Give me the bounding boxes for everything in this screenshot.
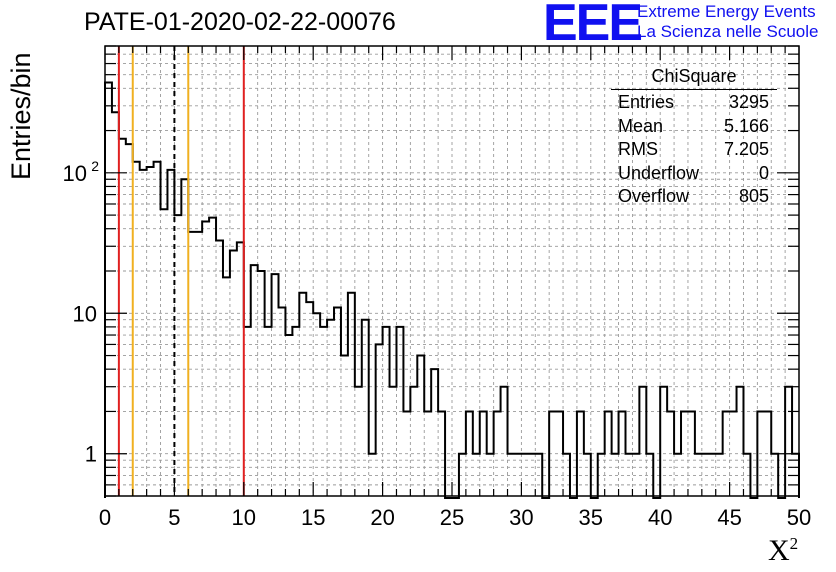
x-axis-label: X2 — [768, 534, 798, 568]
stats-value: 3295 — [728, 92, 769, 112]
stats-box: ChiSquare Entries 3295 Mean 5.166 RMS 7.205 Un… — [611, 66, 777, 210]
stats-label: Underflow — [618, 162, 700, 183]
x-tick-label: 35 — [579, 505, 603, 530]
stats-row-underflow: Underflow 0 — [611, 163, 777, 187]
stats-label: Entries — [618, 92, 675, 112]
x-tick-label: 50 — [787, 505, 811, 530]
stats-label: Overflow — [618, 186, 690, 206]
x-tick-label: 20 — [370, 505, 394, 530]
histogram-outline — [104, 81, 800, 499]
y-axis-label: Entries/bin — [6, 52, 36, 180]
x-tick-label: 15 — [301, 505, 325, 530]
stats-value: 805 — [738, 186, 769, 206]
eee-logo: EEE — [543, 0, 643, 52]
stats-value: 5.166 — [723, 115, 769, 136]
x-tick-label: 0 — [99, 505, 111, 530]
stats-label: RMS — [618, 139, 658, 159]
histogram-layer — [104, 81, 800, 499]
x-axis-label-sup: 2 — [789, 534, 799, 553]
stats-value: 0 — [758, 162, 769, 183]
stats-row-rms: RMS 7.205 — [611, 139, 777, 163]
stats-row-entries: Entries 3295 — [611, 92, 777, 116]
stats-rows: Entries 3295 Mean 5.166 RMS 7.205 Underflow 0 Ov… — [611, 92, 777, 210]
chart-title: PATE-01-2020-02-22-00076 — [84, 8, 396, 36]
stats-title: ChiSquare — [611, 66, 777, 90]
x-tick-label: 25 — [440, 505, 464, 530]
x-tick-label: 10 — [232, 505, 256, 530]
logo-line-1: Extreme Energy Events — [637, 2, 816, 21]
x-tick-label: 40 — [648, 505, 672, 530]
y-tick-label: 1 — [85, 442, 97, 467]
x-tick-label: 5 — [168, 505, 180, 530]
stats-value: 7.205 — [723, 139, 769, 159]
y-tick-label: 10 — [63, 161, 87, 186]
stats-row-mean: Mean 5.166 — [611, 116, 777, 140]
x-axis-label-base: X — [768, 534, 790, 567]
y-tick-label: 10 — [73, 301, 97, 326]
stats-row-overflow: Overflow 805 — [611, 186, 777, 210]
x-tick-label: 30 — [509, 505, 533, 530]
logo-line-2: La Scienza nelle Scuole — [637, 22, 819, 41]
y-tick-label-exponent: 2 — [91, 158, 99, 174]
grid-layer — [105, 45, 799, 497]
stats-label: Mean — [618, 115, 664, 136]
x-tick-label: 45 — [717, 505, 741, 530]
marker-lines-layer — [117, 46, 245, 496]
